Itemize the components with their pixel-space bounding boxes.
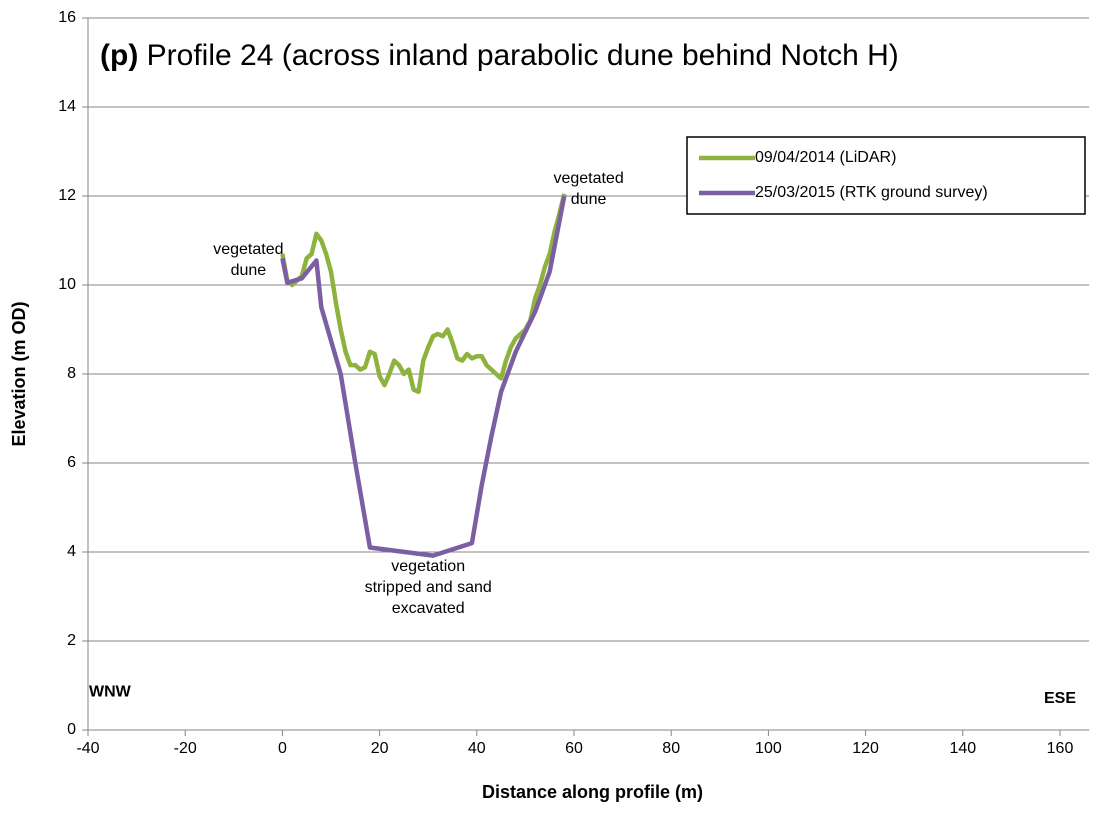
y-tick-label: 6 [67, 454, 76, 471]
legend-label: 09/04/2014 (LiDAR) [755, 149, 896, 166]
annotation: dune [231, 262, 267, 279]
annotation: vegetated [213, 241, 283, 258]
x-tick-label: 0 [278, 740, 287, 757]
x-tick-label: 80 [662, 740, 680, 757]
x-tick-label: 20 [371, 740, 389, 757]
series-line [280, 193, 567, 395]
annotation: vegetation [391, 558, 465, 575]
x-tick-label: 100 [755, 740, 782, 757]
title-text: Profile 24 (across inland parabolic dune… [147, 39, 899, 72]
annotation: dune [571, 191, 607, 208]
x-tick-label: -20 [174, 740, 197, 757]
x-tick-label: 120 [852, 740, 879, 757]
annotation: vegetated [553, 170, 623, 187]
annotation: excavated [392, 600, 465, 617]
annotation: ESE [1044, 690, 1076, 707]
y-tick-label: 10 [58, 276, 76, 293]
y-tick-label: 8 [67, 365, 76, 382]
y-tick-label: 0 [67, 721, 76, 738]
x-tick-label: 40 [468, 740, 486, 757]
y-tick-label: 2 [67, 632, 76, 649]
legend-label: 25/03/2015 (RTK ground survey) [755, 184, 988, 201]
x-tick-label: -40 [76, 740, 99, 757]
x-tick-label: 160 [1047, 740, 1074, 757]
y-axis-label: Elevation (m OD) [9, 301, 29, 446]
y-tick-label: 4 [67, 543, 76, 560]
title-label: (p) [100, 39, 138, 72]
y-tick-label: 16 [58, 9, 76, 26]
y-tick-label: 12 [58, 187, 76, 204]
y-tick-label: 14 [58, 98, 76, 115]
x-tick-label: 60 [565, 740, 583, 757]
x-axis-label: Distance along profile (m) [482, 782, 703, 802]
annotation: WNW [89, 683, 132, 700]
series-line [280, 195, 567, 558]
legend [686, 136, 1086, 215]
x-tick-label: 140 [949, 740, 976, 757]
annotation: stripped and sand [365, 579, 492, 596]
chart-title: (p) Profile 24 (across inland parabolic … [100, 39, 899, 72]
